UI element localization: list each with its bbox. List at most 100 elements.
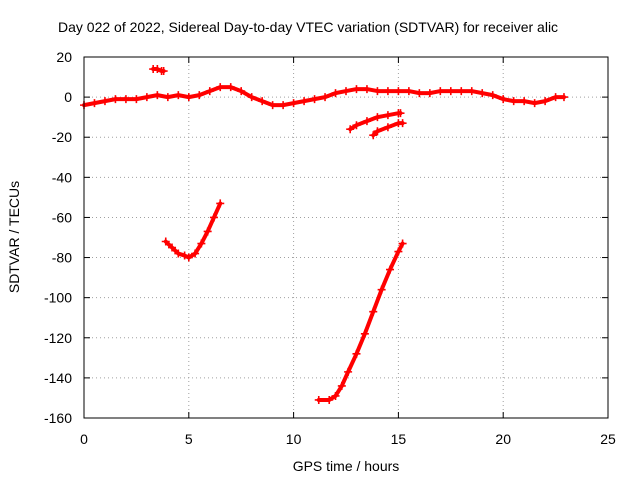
data-point [394, 87, 403, 96]
series-spike-near-3.5h [149, 65, 168, 76]
data-point [530, 99, 539, 108]
data-point [174, 249, 183, 258]
data-point [362, 85, 371, 94]
x-tick-label: 5 [185, 431, 193, 447]
data-point [398, 119, 407, 128]
y-tick-label: 0 [64, 89, 72, 105]
x-tick-label: 15 [391, 431, 407, 447]
data-point [258, 97, 267, 106]
data-point [362, 117, 371, 126]
x-axis-label: GPS time / hours [293, 458, 400, 474]
data-point [159, 67, 168, 76]
series-short-arc-a [346, 109, 405, 134]
data-point [247, 93, 256, 102]
y-tick-label: 20 [56, 49, 72, 65]
data-point [203, 227, 212, 236]
data-point [205, 87, 214, 96]
data-points [80, 65, 568, 404]
series-line [163, 201, 223, 260]
data-point [467, 87, 476, 96]
data-point [300, 97, 309, 106]
data-point [346, 125, 355, 134]
data-point [383, 123, 392, 132]
y-tick-label: -140 [44, 370, 72, 386]
data-point [551, 93, 560, 102]
data-point [457, 87, 466, 96]
y-tick-label: -20 [52, 129, 72, 145]
data-point [383, 111, 392, 120]
data-point [325, 395, 334, 404]
data-point [373, 113, 382, 122]
y-tick-label: -160 [44, 410, 72, 426]
data-point [425, 89, 434, 98]
data-point [377, 285, 386, 294]
data-point [509, 97, 518, 106]
data-point [352, 349, 361, 358]
data-point [314, 395, 323, 404]
data-point [100, 97, 109, 106]
x-tick-label: 0 [80, 431, 88, 447]
data-point [360, 329, 369, 338]
data-point [184, 253, 193, 262]
data-point [398, 239, 407, 248]
data-point [195, 91, 204, 100]
data-point [184, 93, 193, 102]
data-point [436, 87, 445, 96]
data-point [559, 93, 568, 102]
data-point [415, 89, 424, 98]
data-point [541, 97, 550, 106]
data-point [174, 91, 183, 100]
data-point [394, 247, 403, 256]
data-point [310, 95, 319, 104]
data-point [237, 87, 246, 96]
data-point [344, 367, 353, 376]
data-point [90, 99, 99, 108]
data-point [209, 213, 218, 222]
data-point [191, 249, 200, 258]
data-point [352, 85, 361, 94]
data-point [121, 95, 130, 104]
data-point [369, 307, 378, 316]
y-tick-label: -40 [52, 169, 72, 185]
data-point [369, 131, 378, 140]
y-tick-label: -120 [44, 330, 72, 346]
y-tick-label: -80 [52, 250, 72, 266]
data-point [161, 237, 170, 246]
data-point [168, 243, 177, 252]
y-tick-label: -100 [44, 290, 72, 306]
series-arc-near-5h [161, 199, 225, 262]
data-point [216, 199, 225, 208]
data-point [111, 95, 120, 104]
data-point [216, 83, 225, 92]
data-point [331, 89, 340, 98]
data-point [132, 95, 141, 104]
data-point [373, 127, 382, 136]
data-point [499, 95, 508, 104]
data-point [331, 391, 340, 400]
data-point [383, 87, 392, 96]
data-point [268, 101, 277, 110]
data-point [446, 87, 455, 96]
data-point [279, 101, 288, 110]
x-tick-label: 10 [286, 431, 302, 447]
chart-title: Day 022 of 2022, Sidereal Day-to-day VTE… [58, 19, 558, 35]
data-point [163, 93, 172, 102]
series-band-near-zero [80, 83, 568, 110]
data-point [180, 251, 189, 260]
data-point [386, 265, 395, 274]
data-point [153, 91, 162, 100]
data-point [396, 109, 405, 118]
series-short-arc-b [369, 119, 407, 140]
data-point [352, 121, 361, 130]
axis-ticks: 0 5 10 15 20 25 20 0 -20 -40 -60 -80 -100 -120 -140 -16… [44, 49, 616, 447]
x-tick-label: 20 [495, 431, 511, 447]
y-axis-label: SDTVAR / TECUs [6, 181, 22, 293]
data-point [226, 83, 235, 92]
data-point [342, 87, 350, 96]
data-point [337, 381, 346, 390]
data-point [153, 65, 162, 74]
series-arc-near-12h [314, 239, 407, 404]
data-point [373, 87, 382, 96]
